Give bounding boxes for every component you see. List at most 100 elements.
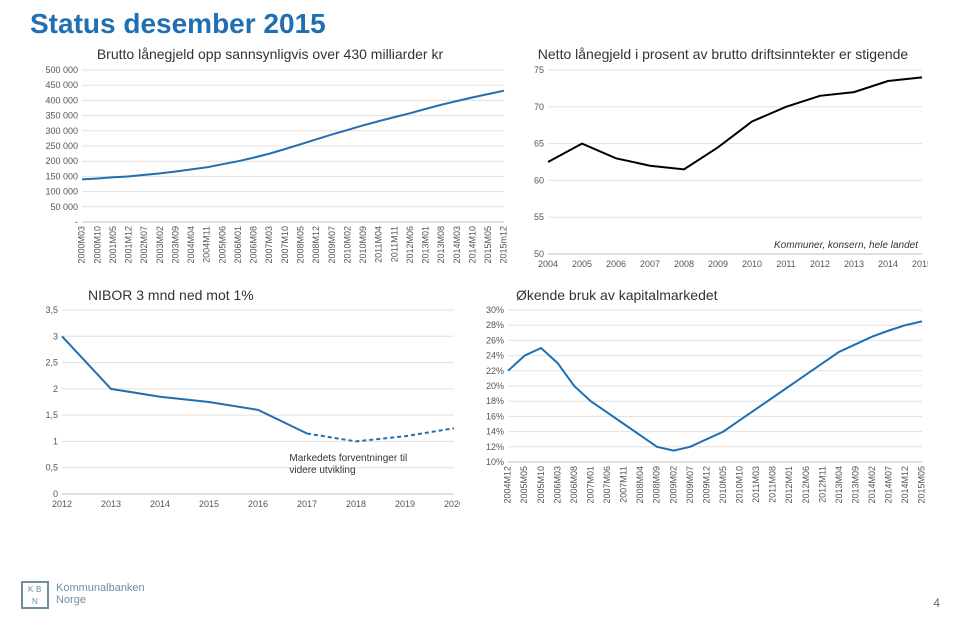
svg-text:2012M06: 2012M06	[405, 226, 415, 264]
chart3-title: NIBOR 3 mnd ned mot 1%	[30, 287, 460, 305]
svg-text:18%: 18%	[486, 396, 504, 406]
svg-text:0,5: 0,5	[45, 463, 58, 473]
chart2-title: Netto lånegjeld i prosent av brutto drif…	[518, 46, 928, 64]
svg-text:16%: 16%	[486, 411, 504, 421]
svg-text:2014M02: 2014M02	[867, 466, 877, 504]
svg-text:75: 75	[534, 66, 544, 75]
svg-text:65: 65	[534, 138, 544, 148]
svg-text:2004M12: 2004M12	[503, 466, 513, 504]
top-row: Brutto lånegjeld opp sannsynligvis over …	[0, 46, 960, 281]
svg-text:450 000: 450 000	[45, 80, 78, 90]
svg-text:2009M07: 2009M07	[685, 466, 695, 504]
svg-text:200 000: 200 000	[45, 156, 78, 166]
logo: K B N Kommunalbanken Norge	[20, 580, 145, 610]
svg-text:2010M09: 2010M09	[358, 226, 368, 264]
svg-text:70: 70	[534, 101, 544, 111]
chart1-svg: -50 000100 000150 000200 000250 000300 0…	[30, 66, 510, 276]
svg-text:2014: 2014	[878, 259, 898, 269]
logo-text: Kommunalbanken Norge	[56, 583, 145, 606]
svg-text:2005M05: 2005M05	[519, 466, 529, 504]
svg-text:2013M04: 2013M04	[834, 466, 844, 504]
svg-text:2003M09: 2003M09	[170, 226, 180, 264]
svg-text:60: 60	[534, 175, 544, 185]
svg-text:2013: 2013	[101, 499, 121, 509]
svg-text:2007M06: 2007M06	[602, 466, 612, 504]
chart-nibor: NIBOR 3 mnd ned mot 1% 00,511,522,533,52…	[30, 287, 460, 522]
chart2-svg: 5055606570752004200520062007200820092010…	[518, 66, 928, 276]
svg-text:2001M05: 2001M05	[108, 226, 118, 264]
svg-text:2004: 2004	[538, 259, 558, 269]
svg-text:2007M11: 2007M11	[619, 466, 629, 503]
svg-text:26%: 26%	[486, 335, 504, 345]
svg-text:2008M12: 2008M12	[311, 226, 321, 264]
svg-text:14%: 14%	[486, 427, 504, 437]
svg-text:2012M11: 2012M11	[817, 466, 827, 503]
svg-text:Kommuner, konsern, hele landet: Kommuner, konsern, hele landet	[774, 240, 919, 251]
svg-text:2004M04: 2004M04	[186, 226, 196, 264]
svg-text:0: 0	[53, 489, 58, 499]
svg-text:2009: 2009	[708, 259, 728, 269]
svg-text:2012M01: 2012M01	[784, 466, 794, 504]
svg-text:2011M08: 2011M08	[768, 466, 778, 503]
svg-text:2005: 2005	[572, 259, 592, 269]
svg-text:2012: 2012	[810, 259, 830, 269]
svg-text:24%: 24%	[486, 351, 504, 361]
svg-text:12%: 12%	[486, 442, 504, 452]
chart-brutto-lanegjeld: Brutto lånegjeld opp sannsynligvis over …	[30, 46, 510, 281]
svg-text:2003M02: 2003M02	[155, 226, 165, 264]
svg-text:2006M08: 2006M08	[249, 225, 259, 263]
svg-text:2011: 2011	[776, 259, 795, 269]
svg-text:50 000: 50 000	[50, 201, 78, 211]
svg-text:2017: 2017	[297, 499, 317, 509]
svg-text:2010M05: 2010M05	[718, 466, 728, 504]
svg-text:2000M03: 2000M03	[77, 226, 87, 264]
svg-text:2019: 2019	[395, 499, 415, 509]
svg-text:2001M12: 2001M12	[124, 226, 134, 264]
svg-text:2014M03: 2014M03	[452, 226, 462, 264]
svg-text:2007M01: 2007M01	[586, 466, 596, 504]
svg-text:28%: 28%	[486, 320, 504, 330]
svg-text:2013M08: 2013M08	[436, 226, 446, 264]
svg-text:2008M09: 2008M09	[652, 466, 662, 504]
page-number: 4	[933, 596, 940, 610]
svg-text:2008M04: 2008M04	[635, 466, 645, 504]
svg-text:2007M03: 2007M03	[264, 225, 274, 263]
svg-text:2006M01: 2006M01	[233, 226, 243, 264]
svg-text:2: 2	[53, 384, 58, 394]
svg-text:2010M02: 2010M02	[342, 226, 352, 264]
svg-text:2007M10: 2007M10	[280, 226, 290, 264]
svg-text:2004M11: 2004M11	[202, 226, 212, 263]
chart-netto-prosent: Netto lånegjeld i prosent av brutto drif…	[518, 46, 928, 281]
svg-text:2005M10: 2005M10	[536, 466, 546, 504]
svg-text:2008: 2008	[674, 259, 694, 269]
svg-text:2014M07: 2014M07	[884, 466, 894, 504]
bottom-row: NIBOR 3 mnd ned mot 1% 00,511,522,533,52…	[0, 281, 960, 522]
svg-text:3: 3	[53, 331, 58, 341]
svg-text:K: K	[28, 585, 34, 594]
svg-text:N: N	[32, 597, 38, 606]
chart-kapitalmarked: Økende bruk av kapitalmarkedet 10%12%14%…	[468, 287, 928, 522]
svg-text:2012: 2012	[52, 499, 72, 509]
page-title: Status desember 2015	[0, 0, 960, 46]
svg-text:55: 55	[534, 212, 544, 222]
chart4-title: Økende bruk av kapitalmarkedet	[468, 287, 928, 305]
svg-text:2015M05: 2015M05	[917, 466, 927, 504]
svg-text:2006M03: 2006M03	[552, 466, 562, 504]
svg-text:2015: 2015	[199, 499, 219, 509]
logo-country: Norge	[56, 595, 145, 607]
svg-text:2006M08: 2006M08	[569, 466, 579, 504]
svg-text:2016: 2016	[248, 499, 268, 509]
svg-text:2015M05: 2015M05	[483, 226, 493, 264]
svg-text:2013M01: 2013M01	[421, 226, 431, 264]
svg-text:2015m12: 2015m12	[499, 226, 509, 264]
chart4-svg: 10%12%14%16%18%20%22%24%26%28%30%2004M12…	[468, 306, 928, 516]
svg-text:300 000: 300 000	[45, 125, 78, 135]
svg-text:2011M04: 2011M04	[374, 226, 384, 263]
svg-text:400 000: 400 000	[45, 95, 78, 105]
svg-text:22%: 22%	[486, 366, 504, 376]
svg-text:2009M07: 2009M07	[327, 226, 337, 264]
svg-text:2002M07: 2002M07	[139, 226, 149, 264]
svg-text:2011M03: 2011M03	[751, 466, 761, 503]
svg-text:150 000: 150 000	[45, 171, 78, 181]
svg-text:2013M09: 2013M09	[850, 466, 860, 504]
